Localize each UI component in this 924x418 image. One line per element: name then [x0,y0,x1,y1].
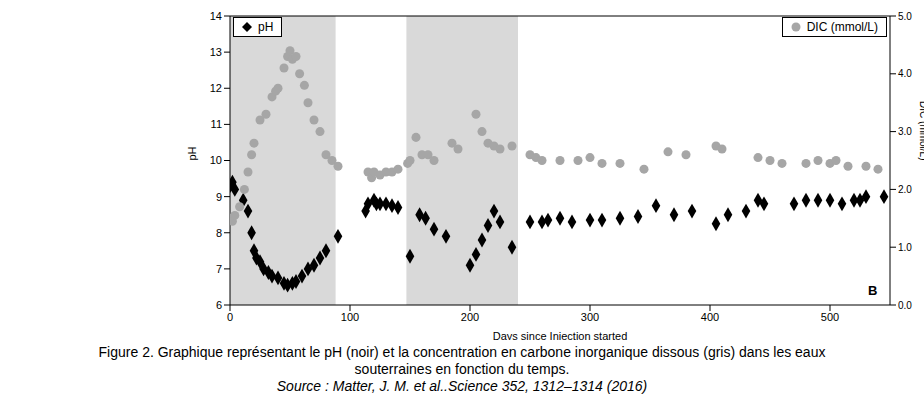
html-text:Figure 2. Graphique représenta: Figure 2. Graphique représentant le pH (… [98,344,826,377]
svg-text:2.0: 2.0 [898,184,912,195]
html-text:pH: pH [258,20,274,34]
svg-text:Days since Injection started: Days since Injection started [493,330,628,340]
svg-text:4.0: 4.0 [898,68,912,79]
svg-text:6: 6 [216,299,222,311]
svg-text:200: 200 [461,311,479,323]
svg-text:8: 8 [216,227,222,239]
svg-text:9: 9 [216,191,222,203]
svg-text:300: 300 [581,311,599,323]
svg-text:1.0: 1.0 [898,242,912,253]
svg-text:0: 0 [227,311,233,323]
svg-text:400: 400 [701,311,719,323]
svg-text:pH: pH [186,146,198,160]
html-text:B: B [868,283,878,298]
svg-text:5.0: 5.0 [898,11,912,22]
html-text:DIC (mmol/L): DIC (mmol/L) [806,20,878,34]
svg-text:12: 12 [210,82,222,94]
html-text:Source : Matter, J. M. et al..: Source : Matter, J. M. et al..Science 35… [276,378,648,394]
svg-text:11: 11 [211,118,222,130]
svg-text:7: 7 [216,263,222,275]
svg-text:100: 100 [341,311,359,323]
svg-text:500: 500 [821,311,839,323]
svg-text:13: 13 [210,46,222,58]
svg-text:14: 14 [210,10,222,22]
svg-text:0.0: 0.0 [898,300,912,311]
svg-text:10: 10 [210,154,222,166]
svg-text:3.0: 3.0 [898,126,912,137]
